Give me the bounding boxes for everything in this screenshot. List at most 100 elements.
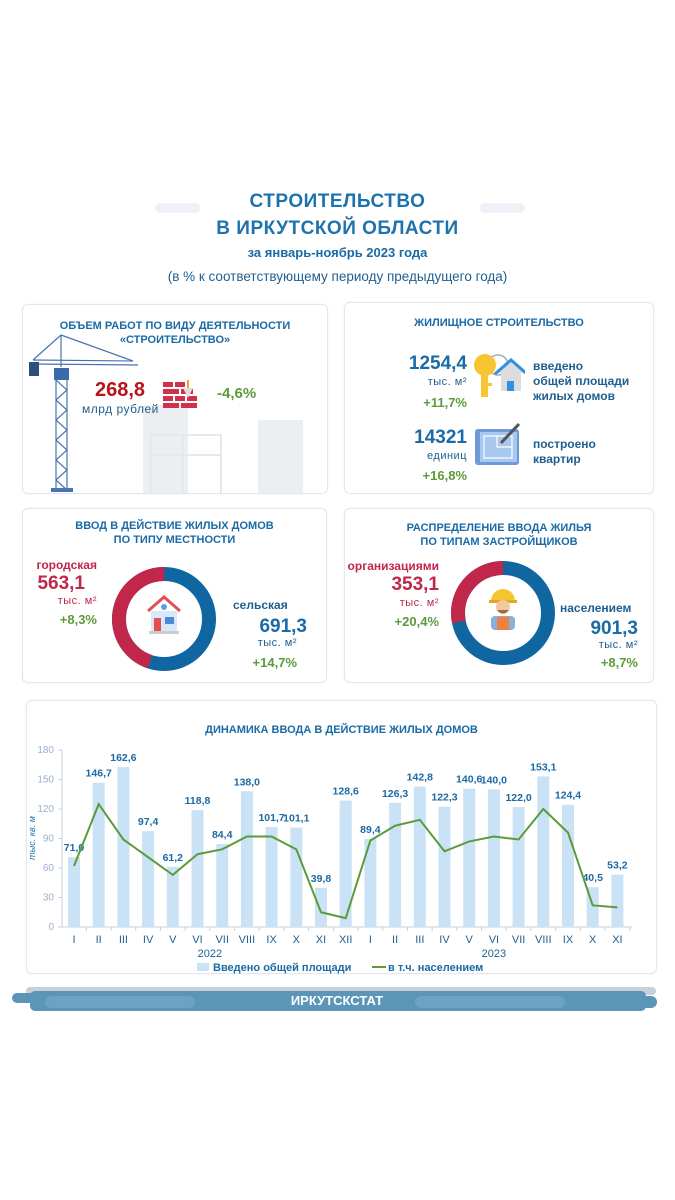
bar [537, 776, 550, 927]
y-tick-label: 60 [43, 863, 55, 874]
comparison-note: (в % к соответствующему периоду предыдущ… [167, 269, 508, 284]
bar [413, 786, 426, 927]
x-tick-label: IX [266, 934, 277, 946]
x-tick-label: XI [612, 934, 622, 946]
bar-data-label: 40,5 [582, 872, 603, 884]
x-tick-label: III [119, 934, 128, 946]
orgs-label: организациями [347, 559, 439, 573]
key-house-icon [474, 354, 525, 397]
bricks-icon [163, 380, 197, 408]
bar-data-label: 89,4 [360, 824, 381, 836]
chart-title: ДИНАМИКА ВВОДА В ДЕЙСТВИЕ ЖИЛЫХ ДОМОВ [205, 724, 478, 736]
x-tick-label: VI [192, 934, 202, 946]
card-title: «СТРОИТЕЛЬСТВО» [119, 334, 231, 346]
bar [463, 788, 476, 927]
works-unit: млрд рублей [82, 402, 159, 416]
rural-unit: тыс. м² [257, 637, 297, 649]
bar-data-label: 122,3 [431, 792, 457, 804]
line-series-population [73, 801, 618, 920]
works-volume-card: ОБЪЕМ РАБОТ ПО ВИДУ ДЕЯТЕЛЬНОСТИ «СТРОИТ… [22, 304, 328, 494]
bar [512, 807, 525, 927]
flats-label-1: построено [533, 437, 596, 451]
x-tick-label: VII [215, 934, 228, 946]
flats-label: построено квартир [533, 437, 596, 467]
bar [191, 810, 204, 927]
bar-data-label: 140,0 [481, 774, 507, 786]
y-tick-label: 0 [48, 922, 54, 933]
orgs-unit: тыс. м² [399, 597, 439, 609]
bar-data-label: 146,7 [86, 768, 112, 780]
y-tick-label: 30 [43, 893, 55, 904]
area-label-1: введено [533, 359, 584, 373]
footer-label: ИРКУТСКСТАТ [291, 993, 383, 1008]
x-tick-label: IV [143, 934, 154, 946]
bar [92, 782, 105, 927]
card-title: ПО ТИПАМ ЗАСТРОЙЩИКОВ [420, 536, 578, 548]
works-change: -4,6% [217, 385, 257, 402]
x-tick-label: V [169, 934, 177, 946]
footer-banner: ИРКУТСКСТАТ [12, 987, 657, 1011]
bar [487, 789, 500, 927]
card-title: ПО ТИПУ МЕСТНОСТИ [113, 534, 236, 546]
page-title-line1: СТРОИТЕЛЬСТВО [249, 191, 426, 212]
bar-data-label: 61,2 [163, 852, 184, 864]
year-label: 2023 [482, 948, 506, 960]
x-tick-label: VIII [239, 934, 256, 946]
people-unit: тыс. м² [598, 639, 638, 651]
bar [438, 806, 451, 927]
bar-data-label: 122,0 [505, 792, 531, 804]
orgs-change: +20,4% [394, 614, 439, 629]
locality-card: ВВОД В ДЕЙСТВИЕ ЖИЛЫХ ДОМОВ ПО ТИПУ МЕСТ… [22, 508, 327, 683]
card-title: ОБЪЕМ РАБОТ ПО ВИДУ ДЕЯТЕЛЬНОСТИ [59, 320, 291, 332]
people-change: +8,7% [600, 655, 638, 670]
bar-data-label: 140,6 [456, 774, 482, 786]
page-title-line2: В ИРКУТСКОЙ ОБЛАСТИ [216, 218, 459, 239]
x-tick-label: X [293, 934, 301, 946]
worker-icon [489, 589, 517, 630]
bar-data-label: 126,3 [382, 788, 408, 800]
flats-value: 14321 [414, 427, 467, 448]
bar [389, 802, 402, 927]
bar-data-label: 124,4 [555, 790, 581, 802]
y-axis-label: тыс. кв. м [27, 816, 37, 860]
housing-card: ЖИЛИЩНОЕ СТРОИТЕЛЬСТВО 1254,4 тыс. м² +1… [344, 302, 654, 494]
x-tick-label: VI [489, 934, 499, 946]
bar [117, 767, 130, 927]
bar-data-label: 153,1 [530, 761, 556, 773]
bar [166, 866, 179, 927]
flats-unit: единиц [427, 450, 467, 462]
urban-unit: тыс. м² [57, 595, 97, 607]
area-label-3: жилых домов [533, 389, 615, 403]
bar [315, 887, 327, 927]
rural-value: 691,3 [259, 616, 307, 637]
house-icon [147, 595, 181, 634]
works-value: 268,8 [95, 379, 146, 401]
rural-change: +14,7% [252, 655, 297, 670]
bar-data-label: 84,4 [212, 829, 233, 841]
area-label-2: общей площади [533, 374, 630, 388]
locality-donut [112, 567, 216, 671]
urban-change: +8,3% [59, 612, 97, 627]
x-tick-label: IV [439, 934, 450, 946]
x-tick-label: V [466, 934, 474, 946]
bar-data-label: 142,8 [407, 772, 433, 784]
x-tick-label: IX [563, 934, 574, 946]
bar [611, 874, 624, 927]
bar [364, 839, 377, 927]
bar [339, 800, 352, 927]
area-label: введено общей площади жилых домов [533, 359, 629, 404]
bar [290, 827, 303, 927]
urban-segment [112, 567, 216, 671]
bar-data-label: 138,0 [234, 776, 260, 788]
bar-data-label: 39,8 [311, 873, 332, 885]
y-tick-label: 120 [37, 804, 54, 815]
x-tick-label: VIII [535, 934, 552, 946]
bar-data-label: 118,8 [185, 795, 211, 807]
bar [265, 826, 278, 927]
x-tick-label: I [369, 934, 372, 946]
y-tick-label: 180 [37, 745, 54, 756]
developer-donut [450, 561, 555, 665]
bar-data-label: 97,4 [138, 816, 159, 828]
bar [240, 791, 253, 927]
flats-label-2: квартир [533, 452, 581, 466]
